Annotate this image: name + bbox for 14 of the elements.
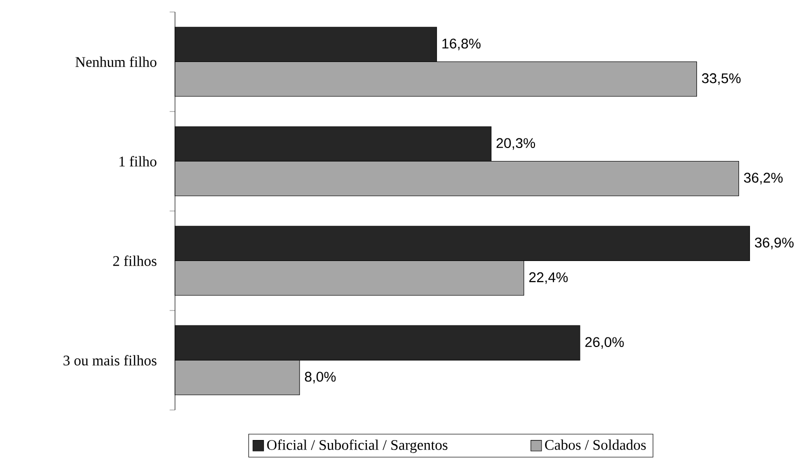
y-tick-label: 1 filho bbox=[120, 156, 156, 166]
data-label: 36,9% bbox=[754, 238, 794, 250]
legend-label: Oficial / Suboficial / Sargentos bbox=[267, 439, 448, 453]
y-tick-label: 3 ou mais filhos bbox=[64, 355, 156, 366]
data-label: 26,0% bbox=[585, 337, 624, 349]
data-label: 22,4% bbox=[529, 272, 568, 284]
data-label: 36,2% bbox=[744, 172, 783, 184]
legend-label: Cabos / Soldados bbox=[545, 440, 646, 450]
data-label: 16,8% bbox=[442, 38, 481, 50]
y-tick-label: Nenhum filho bbox=[76, 56, 156, 67]
y-tick-label: 2 filhos bbox=[113, 256, 156, 266]
data-label: 8,0% bbox=[304, 372, 336, 384]
data-label: 20,3% bbox=[496, 138, 536, 150]
data-label: 33,5% bbox=[702, 73, 741, 85]
